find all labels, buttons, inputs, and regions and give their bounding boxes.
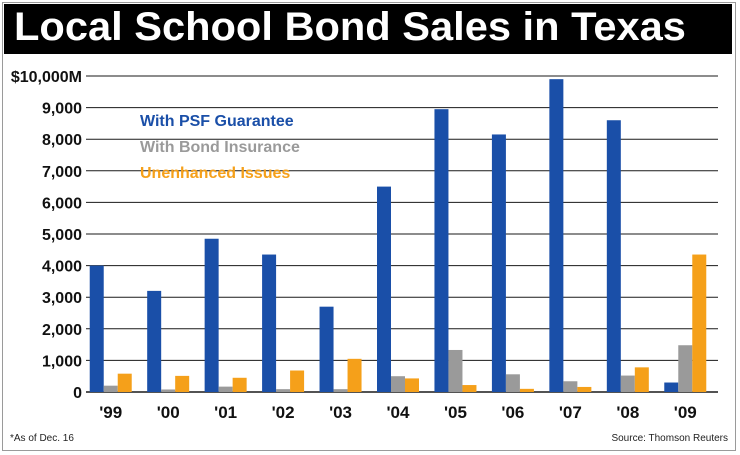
x-tick-label: '04 bbox=[387, 403, 410, 422]
bar bbox=[391, 376, 405, 392]
bar bbox=[634, 367, 649, 392]
bar bbox=[377, 186, 391, 392]
bar bbox=[117, 373, 132, 392]
legend-entry: With PSF Guarantee bbox=[140, 113, 294, 130]
bar bbox=[519, 388, 534, 392]
bar bbox=[175, 375, 190, 392]
y-tick-label: 5,000 bbox=[42, 227, 82, 244]
bar bbox=[333, 389, 348, 392]
y-tick-label: 9,000 bbox=[42, 101, 82, 118]
bar bbox=[448, 349, 463, 392]
bar bbox=[204, 238, 219, 392]
y-tick-label: $10,000M bbox=[11, 69, 82, 86]
chart-title: Local School Bond Sales in Texas bbox=[14, 5, 686, 49]
y-tick-label: 8,000 bbox=[42, 132, 82, 149]
y-tick-label: 6,000 bbox=[42, 195, 82, 212]
y-tick-label: 2,000 bbox=[42, 322, 82, 339]
bar bbox=[262, 254, 277, 392]
legend-entry: Unenhanced Issues bbox=[140, 165, 290, 182]
x-tick-label: '09 bbox=[674, 403, 697, 422]
bar bbox=[577, 386, 592, 392]
bar bbox=[462, 385, 477, 392]
x-tick-label: '06 bbox=[501, 403, 524, 422]
bar bbox=[276, 389, 291, 392]
bar bbox=[319, 306, 334, 392]
bar bbox=[405, 378, 419, 392]
bar bbox=[232, 377, 247, 392]
bar bbox=[491, 134, 506, 392]
bar bbox=[692, 254, 707, 392]
bar bbox=[290, 370, 305, 392]
bar bbox=[606, 120, 621, 393]
x-tick-label: '03 bbox=[329, 403, 352, 422]
y-tick-label: 1,000 bbox=[42, 353, 82, 370]
x-tick-label: '99 bbox=[99, 403, 122, 422]
bar bbox=[147, 290, 162, 392]
x-tick-label: '01 bbox=[214, 403, 237, 422]
bar bbox=[434, 109, 449, 393]
bar bbox=[620, 375, 635, 392]
chart-title-bar: Local School Bond Sales in Texas bbox=[4, 4, 732, 54]
bar bbox=[161, 389, 176, 392]
x-tick-label: '08 bbox=[616, 403, 639, 422]
x-tick-label: '05 bbox=[444, 403, 467, 422]
x-tick-label: '00 bbox=[157, 403, 180, 422]
source-note: Source: Thomson Reuters bbox=[611, 433, 728, 444]
x-tick-label: '02 bbox=[272, 403, 295, 422]
legend-entry: With Bond Insurance bbox=[140, 139, 300, 156]
bar bbox=[664, 382, 679, 392]
footnote: *As of Dec. 16 bbox=[10, 433, 74, 444]
y-tick-label: 3,000 bbox=[42, 290, 82, 307]
y-tick-label: 7,000 bbox=[42, 164, 82, 181]
bar bbox=[549, 79, 564, 392]
y-tick-label: 0 bbox=[73, 385, 82, 402]
bar bbox=[347, 358, 362, 392]
bar bbox=[505, 374, 520, 392]
x-tick-label: '07 bbox=[559, 403, 582, 422]
bar bbox=[89, 265, 104, 392]
y-tick-label: 4,000 bbox=[42, 259, 82, 276]
bar bbox=[678, 345, 693, 392]
bar bbox=[218, 386, 233, 392]
bar bbox=[563, 381, 578, 392]
bar bbox=[103, 385, 118, 392]
